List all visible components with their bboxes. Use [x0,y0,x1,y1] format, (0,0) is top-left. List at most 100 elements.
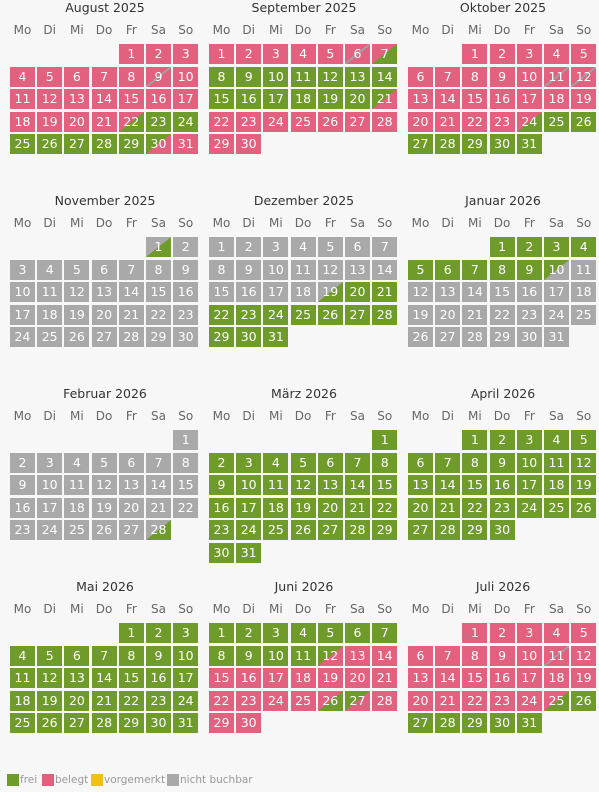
day-cell[interactable]: 24 [263,304,289,325]
day-cell[interactable]: 27 [345,690,370,711]
day-cell[interactable]: 13 [118,475,144,496]
day-cell[interactable]: 14 [435,89,461,110]
day-cell[interactable]: 13 [408,475,433,496]
day-cell[interactable]: 16 [236,89,262,110]
day-cell[interactable]: 15 [118,668,144,689]
day-cell[interactable]: 4 [544,430,569,450]
day-cell[interactable]: 23 [516,304,542,325]
day-cell[interactable]: 28 [91,134,117,155]
day-cell[interactable]: 22 [173,497,199,518]
day-cell[interactable]: 7 [372,623,398,643]
day-cell[interactable]: 4 [10,66,35,87]
day-cell[interactable]: 1 [209,623,234,643]
day-cell[interactable]: 14 [146,475,171,496]
day-cell[interactable]: 22 [209,690,234,711]
day-cell[interactable]: 9 [236,66,262,87]
day-cell[interactable]: 27 [118,520,144,541]
day-cell[interactable]: 7 [372,237,398,257]
day-cell[interactable]: 8 [118,66,144,87]
day-cell[interactable]: 24 [37,520,63,541]
day-cell[interactable]: 13 [64,89,90,110]
day-cell[interactable]: 21 [462,304,488,325]
day-cell[interactable]: 11 [10,89,35,110]
day-cell[interactable]: 17 [263,89,289,110]
day-cell[interactable]: 13 [345,645,370,666]
day-cell[interactable]: 5 [290,452,316,473]
day-cell[interactable]: 23 [209,520,234,541]
day-cell[interactable]: 25 [290,304,316,325]
day-cell[interactable]: 7 [372,44,398,64]
day-cell[interactable]: 18 [290,89,316,110]
day-cell[interactable]: 9 [146,66,171,87]
day-cell[interactable]: 18 [544,668,569,689]
day-cell[interactable]: 8 [173,452,199,473]
day-cell[interactable]: 24 [516,690,542,711]
day-cell[interactable]: 7 [118,259,144,280]
day-cell[interactable]: 22 [118,111,144,132]
day-cell[interactable]: 8 [209,66,234,87]
day-cell[interactable]: 2 [10,452,35,473]
day-cell[interactable]: 5 [571,44,597,64]
day-cell[interactable]: 4 [544,623,569,643]
day-cell[interactable]: 31 [236,543,262,563]
day-cell[interactable]: 2 [516,237,542,257]
day-cell[interactable]: 28 [118,327,144,348]
day-cell[interactable]: 30 [173,327,199,348]
day-cell[interactable]: 24 [236,520,262,541]
day-cell[interactable]: 3 [173,44,199,64]
day-cell[interactable]: 23 [236,111,262,132]
day-cell[interactable]: 21 [372,668,398,689]
day-cell[interactable]: 29 [118,134,144,155]
day-cell[interactable]: 2 [489,623,515,643]
day-cell[interactable]: 31 [516,134,542,155]
day-cell[interactable]: 15 [118,89,144,110]
day-cell[interactable]: 6 [345,237,370,257]
day-cell[interactable]: 1 [209,237,234,257]
day-cell[interactable]: 11 [544,645,569,666]
day-cell[interactable]: 24 [544,304,569,325]
day-cell[interactable]: 15 [146,282,171,303]
day-cell[interactable]: 7 [345,452,370,473]
day-cell[interactable]: 21 [91,111,117,132]
day-cell[interactable]: 8 [209,645,234,666]
day-cell[interactable]: 11 [544,66,569,87]
day-cell[interactable]: 21 [91,690,117,711]
day-cell[interactable]: 27 [408,713,433,734]
day-cell[interactable]: 24 [10,327,35,348]
day-cell[interactable]: 18 [571,282,597,303]
day-cell[interactable]: 1 [462,44,488,64]
day-cell[interactable]: 10 [516,66,542,87]
day-cell[interactable]: 18 [263,497,289,518]
day-cell[interactable]: 4 [290,623,316,643]
day-cell[interactable]: 19 [317,282,343,303]
day-cell[interactable]: 7 [146,452,171,473]
day-cell[interactable]: 6 [345,44,370,64]
day-cell[interactable]: 16 [146,89,171,110]
day-cell[interactable]: 14 [435,475,461,496]
day-cell[interactable]: 17 [263,668,289,689]
day-cell[interactable]: 4 [263,452,289,473]
day-cell[interactable]: 1 [462,430,488,450]
day-cell[interactable]: 22 [118,690,144,711]
day-cell[interactable]: 26 [37,134,63,155]
day-cell[interactable]: 4 [37,259,63,280]
day-cell[interactable]: 2 [209,452,234,473]
day-cell[interactable]: 2 [489,430,515,450]
day-cell[interactable]: 28 [372,690,398,711]
day-cell[interactable]: 12 [317,66,343,87]
day-cell[interactable]: 23 [489,111,515,132]
day-cell[interactable]: 10 [173,645,199,666]
day-cell[interactable]: 6 [408,645,433,666]
day-cell[interactable]: 26 [571,111,597,132]
day-cell[interactable]: 1 [173,430,199,450]
day-cell[interactable]: 16 [489,668,515,689]
day-cell[interactable]: 25 [37,327,63,348]
day-cell[interactable]: 18 [10,690,35,711]
day-cell[interactable]: 29 [462,713,488,734]
day-cell[interactable]: 3 [544,237,569,257]
day-cell[interactable]: 8 [489,259,515,280]
day-cell[interactable]: 27 [64,134,90,155]
day-cell[interactable]: 13 [435,282,461,303]
day-cell[interactable]: 6 [345,623,370,643]
day-cell[interactable]: 4 [290,237,316,257]
